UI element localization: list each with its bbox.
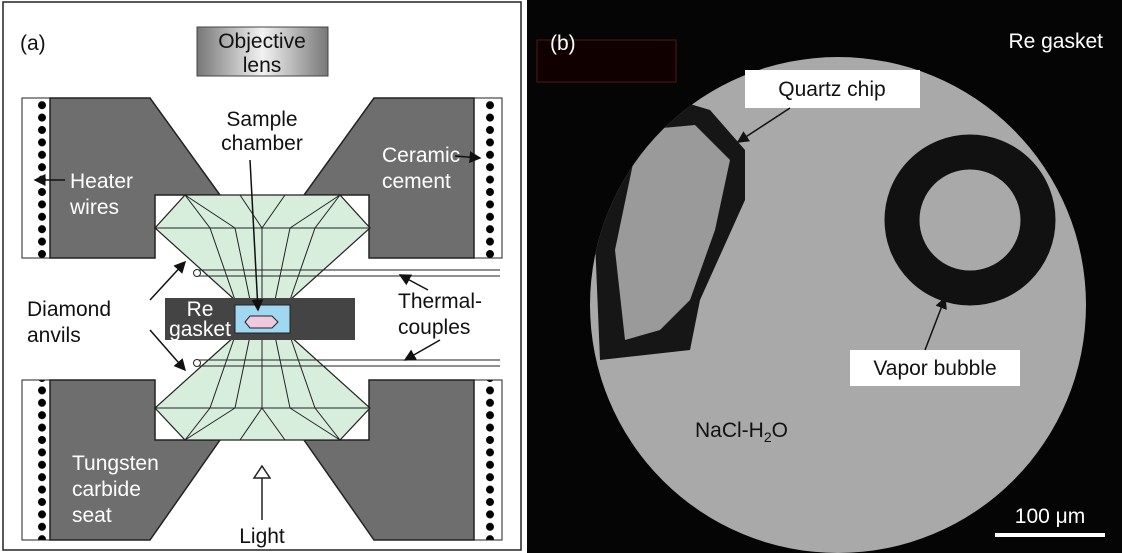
label-part: NaCl-H — [695, 419, 764, 442]
label: chamber — [221, 132, 303, 155]
label: Sample — [226, 108, 297, 131]
shape — [474, 380, 502, 540]
page: {"panel_a":{"label":"(a)","objective_len… — [0, 0, 1122, 553]
shape — [22, 380, 50, 540]
panel-a: (a) Objective lens Sample chamber Cerami… — [3, 2, 521, 550]
label: Thermal- — [398, 290, 482, 313]
label: Light — [239, 525, 285, 548]
label: cement — [382, 170, 451, 193]
figure: (a) Objective lens Sample chamber Cerami… — [0, 0, 1122, 553]
label: Re gasket — [1008, 30, 1103, 53]
panel-label: (b) — [550, 32, 576, 55]
shape — [194, 360, 201, 367]
label-part: O — [772, 419, 788, 442]
label: Vapor bubble — [873, 357, 996, 380]
shape — [194, 270, 201, 277]
label: NaCl-H2O — [695, 419, 788, 445]
label: Quartz chip — [778, 78, 885, 101]
label: lens — [243, 54, 282, 77]
label: seat — [72, 504, 112, 527]
label: Tungsten — [72, 452, 159, 475]
label: carbide — [72, 478, 141, 501]
scale-bar-label: 100 μm — [1015, 505, 1085, 528]
label-part: 2 — [764, 429, 772, 445]
label: Objective — [218, 30, 306, 53]
shape — [474, 98, 502, 258]
label: Heater — [70, 170, 133, 193]
shape — [22, 98, 50, 258]
panel-label: (a) — [20, 32, 46, 55]
label: Diamond — [27, 298, 111, 321]
label: Ceramic — [382, 144, 460, 167]
label: wires — [69, 196, 119, 219]
shape — [245, 316, 278, 328]
label: anvils — [27, 324, 81, 347]
label: couples — [398, 316, 470, 339]
label: gasket — [169, 318, 231, 341]
panel-b: (b) Re gasket Quartz chip Vapor bubble N… — [527, 0, 1122, 553]
